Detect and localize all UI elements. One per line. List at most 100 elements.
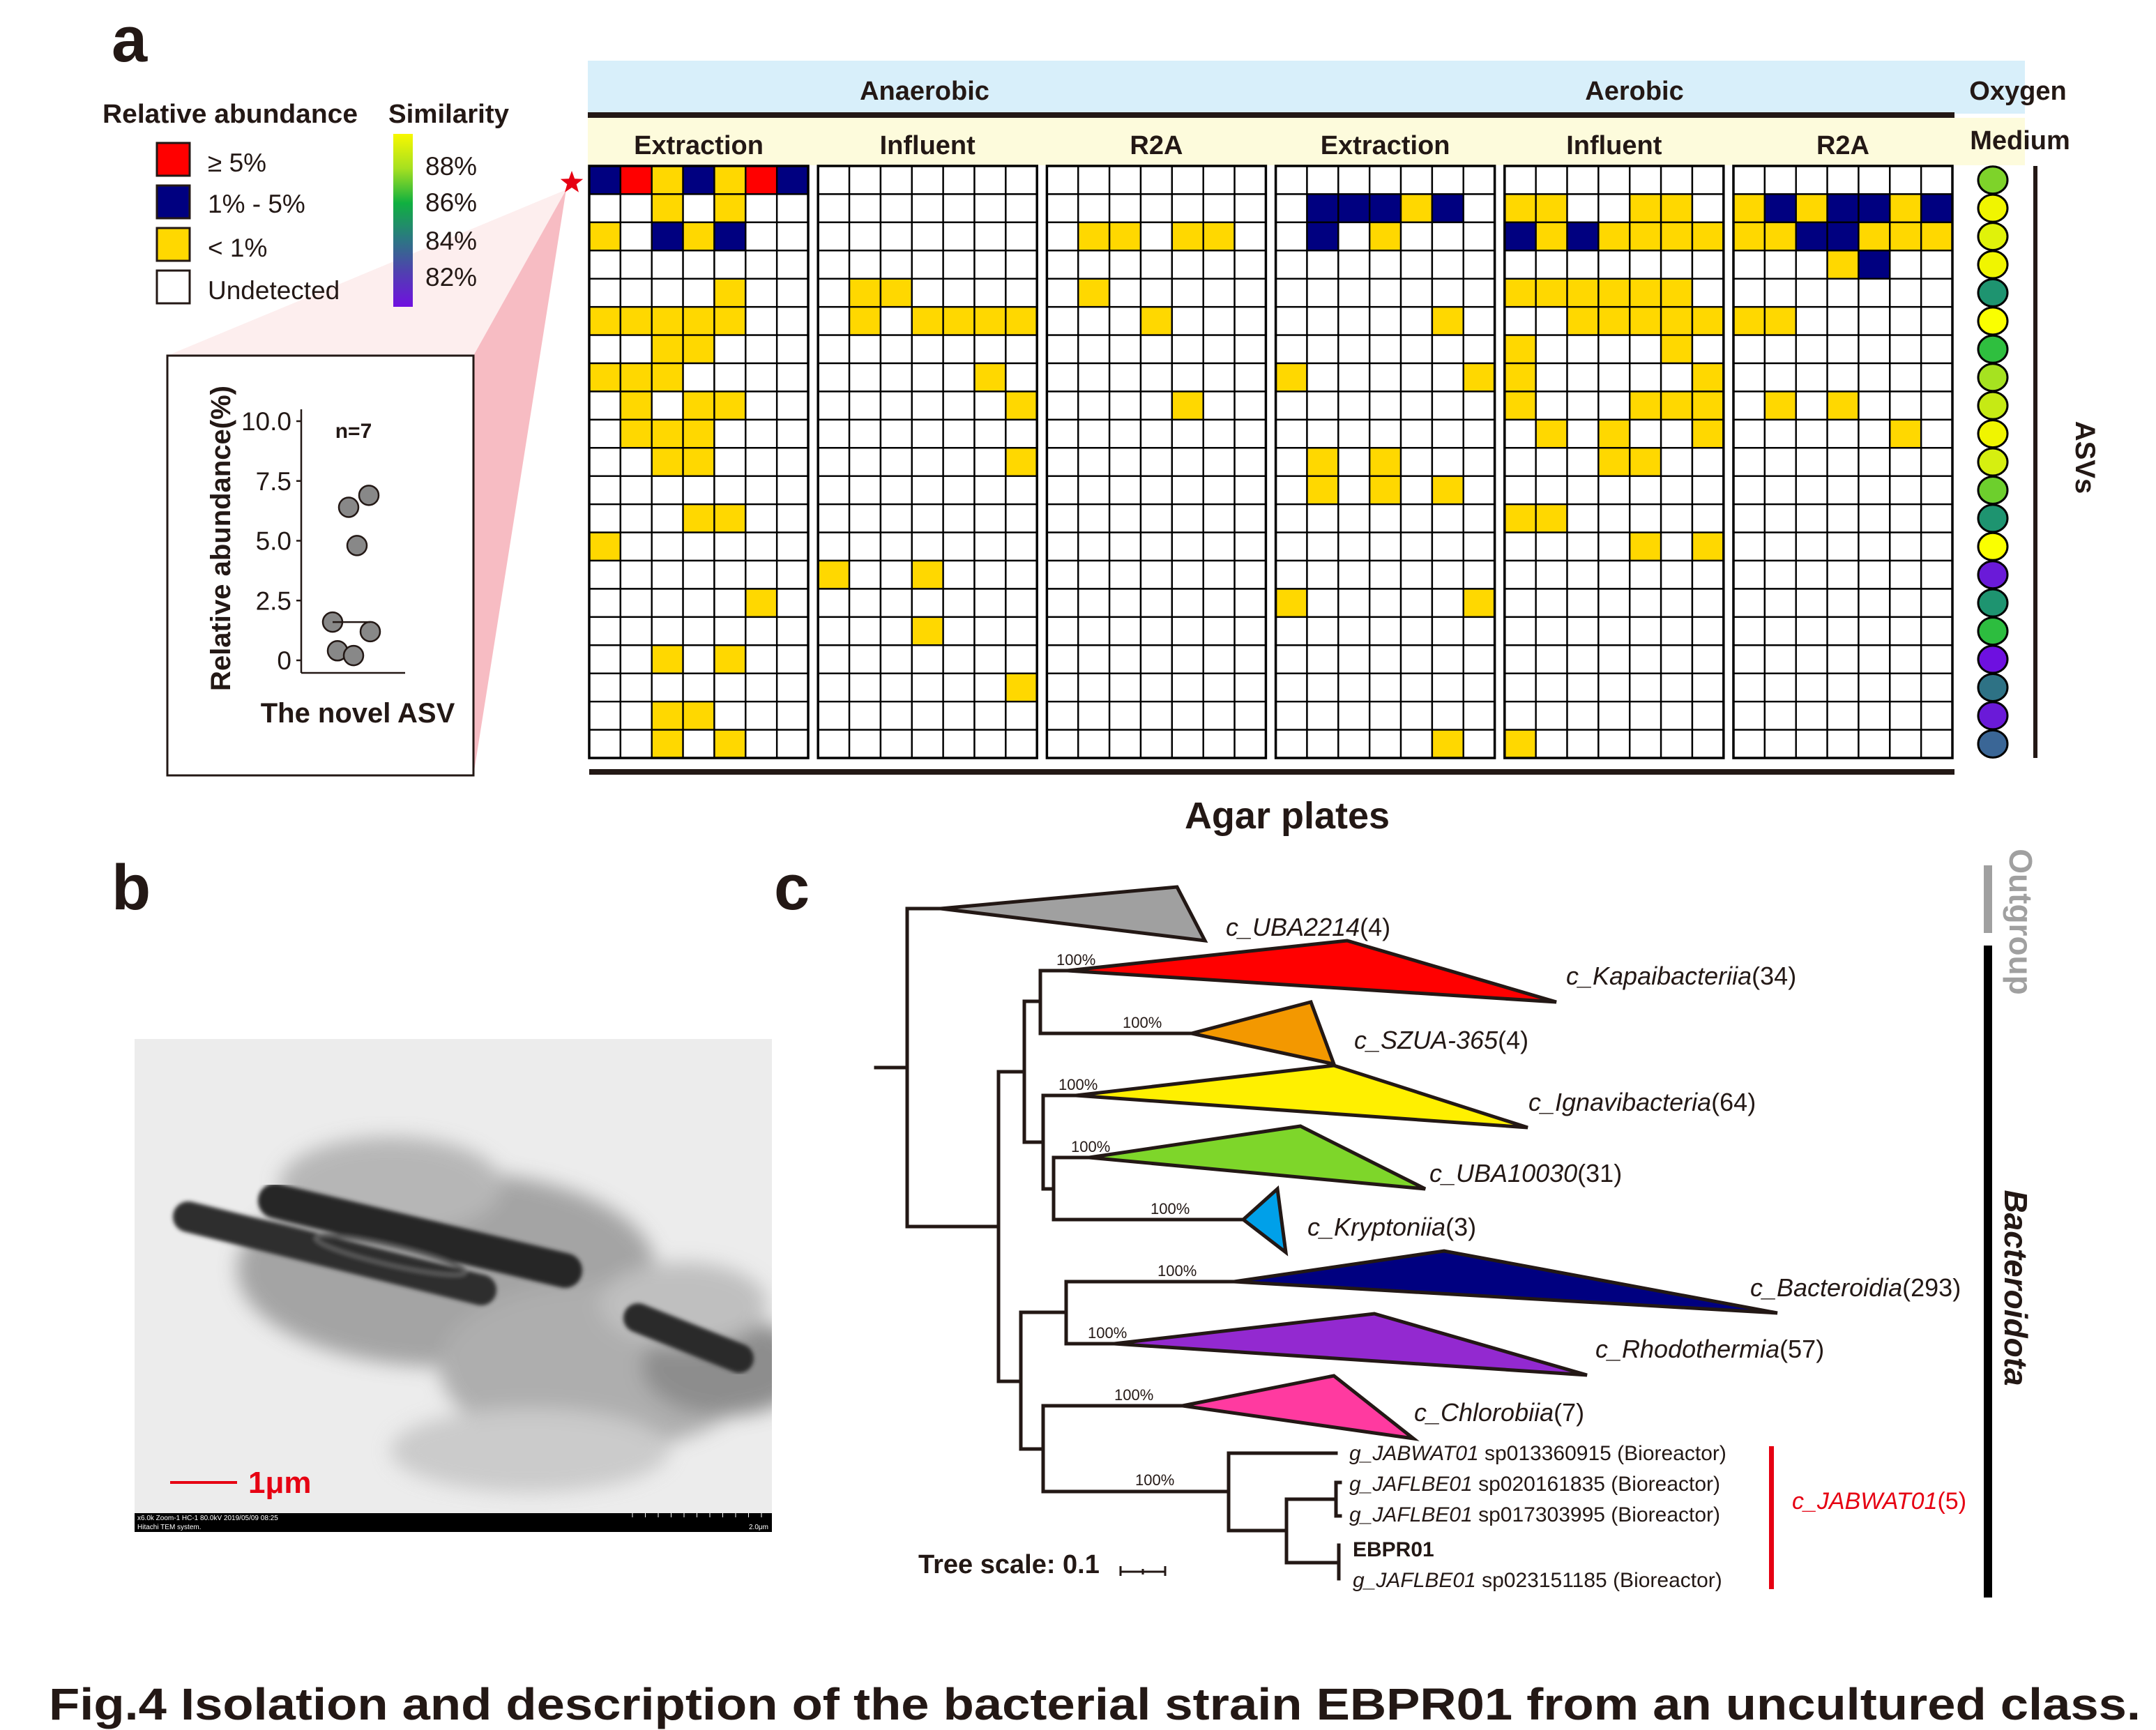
heatmap-cell — [879, 165, 913, 195]
bootstrap-support: 100% — [1151, 1200, 1190, 1217]
similarity-legend-title: Similarity — [388, 100, 509, 129]
star-icon — [560, 171, 584, 192]
heatmap-cell — [1202, 503, 1236, 533]
heatmap-cell — [1108, 305, 1142, 336]
heatmap-panel-border — [588, 165, 810, 759]
heatmap-cell — [775, 305, 810, 336]
heatmap-cell — [1046, 644, 1079, 674]
heatmap-cell — [1597, 616, 1631, 646]
heatmap-cell — [1889, 390, 1922, 421]
heatmap-cell — [775, 250, 810, 280]
heatmap-cell — [942, 390, 975, 421]
heatmap-cell — [879, 475, 913, 506]
heatmap-cell — [588, 221, 622, 252]
oxygen-group-anaerobic: Anaerobic — [860, 77, 989, 106]
heatmap-panel-border — [1503, 165, 1725, 759]
heatmap-cell — [651, 362, 684, 393]
heatmap-cell — [973, 250, 1007, 280]
heatmap-cell — [879, 700, 913, 731]
heatmap-cell — [1368, 644, 1402, 674]
inset-ylabel: Relative abundance(%) — [206, 386, 236, 691]
medium-label: Influent — [880, 131, 976, 160]
heatmap-cell — [1202, 588, 1236, 619]
heatmap-cell — [1503, 644, 1537, 674]
heatmap-cell — [1108, 193, 1142, 224]
heatmap-cell — [1368, 729, 1402, 759]
heatmap-cell — [1171, 588, 1204, 619]
heatmap-cell — [1660, 193, 1694, 224]
heatmap-cell — [1795, 221, 1828, 252]
heatmap-cell — [1732, 221, 1766, 252]
heatmap-cell — [817, 418, 851, 449]
heatmap-cell — [1368, 616, 1402, 646]
heatmap-cell — [1732, 390, 1766, 421]
heatmap-cell — [1399, 503, 1434, 533]
heatmap-cell — [1005, 447, 1038, 477]
heatmap-cell — [942, 165, 975, 195]
heatmap-cell — [682, 644, 715, 674]
heatmap-cell — [1462, 278, 1496, 308]
legend-swatch — [155, 184, 191, 220]
heatmap-cell — [1202, 531, 1236, 562]
heatmap-cell — [1889, 700, 1922, 731]
heatmap-cell — [1795, 729, 1828, 759]
heatmap-cell — [1795, 559, 1828, 590]
heatmap-cell — [911, 390, 944, 421]
heatmap-cell — [1660, 221, 1694, 252]
heatmap-cell — [1046, 475, 1079, 506]
inset-y-tick-label: 0 — [277, 646, 291, 675]
tem-micrograph: x6.0k Zoom-1 HC-1 80.0kV 2019/05/09 08:2… — [135, 1039, 772, 1532]
heatmap-cell — [1920, 475, 1954, 506]
similarity-dot — [1977, 334, 2009, 364]
heatmap-cell — [817, 503, 851, 533]
heatmap-cell — [1306, 588, 1339, 619]
heatmap-cell — [1462, 672, 1496, 703]
heatmap-cell — [1795, 503, 1828, 533]
heatmap-cell — [651, 729, 684, 759]
heatmap-cell — [1202, 390, 1236, 421]
heatmap-cell — [651, 644, 684, 674]
heatmap-cell — [1597, 447, 1631, 477]
heatmap-cell — [1275, 221, 1308, 252]
tem-info-line1: x6.0k Zoom-1 HC-1 80.0kV 2019/05/09 08:2… — [137, 1515, 278, 1522]
heatmap-cell — [1597, 250, 1631, 280]
leaf-label: g_JABWAT01 sp013360915 (Bioreactor) — [1349, 1442, 1726, 1465]
heatmap-cell — [1337, 193, 1371, 224]
heatmap-cell — [1275, 390, 1308, 421]
heatmap-cell — [1005, 221, 1038, 252]
legend-label: ≥ 5% — [208, 149, 266, 177]
bootstrap-support: 100% — [1114, 1386, 1153, 1404]
heatmap-cell — [1368, 334, 1402, 365]
heatmap-cell — [1306, 729, 1339, 759]
agar-axis-label: Agar plates — [1185, 795, 1390, 837]
heatmap-cell — [713, 418, 747, 449]
medium-label: R2A — [1816, 131, 1869, 160]
heatmap-cell — [1306, 334, 1339, 365]
heatmap-cell — [942, 362, 975, 393]
header-divider — [588, 112, 1954, 118]
heatmap-cell — [1597, 362, 1631, 393]
heatmap-cell — [1337, 447, 1371, 477]
heatmap-cell — [775, 165, 810, 195]
heatmap-cell — [1171, 418, 1204, 449]
heatmap-cell — [848, 672, 882, 703]
heatmap-cell — [1858, 447, 1891, 477]
similarity-dot — [1977, 729, 2009, 759]
heatmap-cell — [682, 418, 715, 449]
heatmap-cell — [1171, 475, 1204, 506]
heatmap-cell — [1597, 305, 1631, 336]
heatmap-cell — [713, 644, 747, 674]
heatmap-cell — [588, 390, 622, 421]
heatmap-cell — [1660, 559, 1694, 590]
heatmap-cell — [817, 700, 851, 731]
heatmap-cell — [1233, 644, 1267, 674]
heatmap-cell — [1462, 616, 1496, 646]
heatmap-cell — [911, 559, 944, 590]
heatmap-cell — [713, 278, 747, 308]
inset-n-annotation: n=7 — [335, 420, 372, 443]
heatmap-cell — [1233, 588, 1267, 619]
heatmap-cell — [1005, 559, 1038, 590]
heatmap-cell — [973, 278, 1007, 308]
heatmap-cell — [1108, 531, 1142, 562]
heatmap-cell — [1462, 644, 1496, 674]
